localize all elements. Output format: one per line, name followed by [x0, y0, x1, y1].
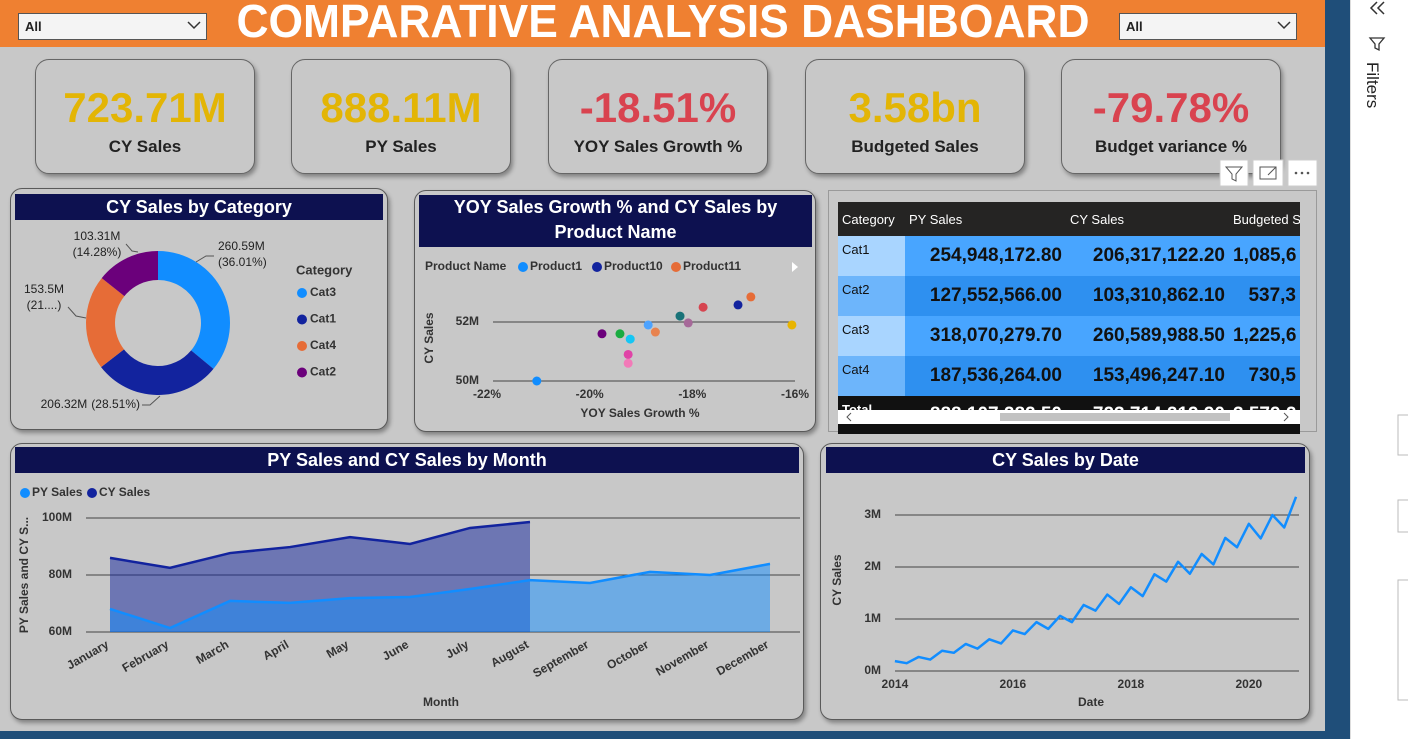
- table-cell: 153,496,247.10: [1066, 356, 1229, 396]
- table-cell: 103,310,862.10: [1066, 276, 1229, 316]
- table-cell: 1,225,6: [1229, 316, 1300, 356]
- kpi-value: 3.58bn: [848, 84, 982, 131]
- canvas-border: [0, 731, 1325, 739]
- filters-pane: [1350, 0, 1408, 739]
- total-label: Total: [838, 396, 905, 434]
- category-cell: Cat1: [838, 236, 905, 276]
- slicer-dropdown[interactable]: All: [18, 13, 207, 40]
- kpi-label: YOY Sales Growth %: [573, 137, 743, 156]
- chart-title: CY Sales by Date: [826, 447, 1305, 473]
- card: [820, 443, 1310, 720]
- chart-title: YOY Sales Growth % and CY Sales by Produ…: [419, 195, 812, 247]
- filters-label[interactable]: Filters: [1363, 62, 1382, 109]
- kpi-card: 3.58bn Budgeted Sales: [805, 59, 1025, 174]
- category-cell: Cat2: [838, 276, 905, 316]
- total-cell: 3,579,2: [1229, 396, 1300, 434]
- table-row: Cat1 254,948,172.80 206,317,122.20 1,085,6: [838, 236, 1300, 276]
- column-header: Category: [838, 202, 905, 236]
- column-header: PY Sales: [905, 202, 1066, 236]
- table-row: Cat3 318,070,279.70 260,589,988.50 1,225,6: [838, 316, 1300, 356]
- dot: [1294, 171, 1298, 175]
- kpi-value: -79.78%: [1092, 84, 1250, 131]
- kpi-card: -18.51% YOY Sales Growth %: [548, 59, 768, 174]
- table-cell: 187,536,264.00: [905, 356, 1066, 396]
- table-row: Cat2 127,552,566.00 103,310,862.10 537,3: [838, 276, 1300, 316]
- header-bar: [0, 0, 1325, 47]
- kpi-card: -79.78% Budget variance %: [1061, 59, 1281, 174]
- chart-title: CY Sales by Category: [15, 194, 383, 220]
- total-cell: 723,714,219.90: [1066, 396, 1229, 434]
- table-cell: 127,552,566.00: [905, 276, 1066, 316]
- table-cell: 206,317,122.20: [1066, 236, 1229, 276]
- table-cell: 254,948,172.80: [905, 236, 1066, 276]
- column-header: Budgeted Sa: [1229, 202, 1300, 236]
- more-button[interactable]: [1287, 159, 1318, 187]
- table-cell: 260,589,988.50: [1066, 316, 1229, 356]
- slicer-dropdown[interactable]: All: [1119, 13, 1297, 40]
- card: [10, 443, 804, 720]
- kpi-value: -18.51%: [579, 84, 737, 131]
- category-cell: Cat3: [838, 316, 905, 356]
- kpi-card: 723.71M CY Sales: [35, 59, 255, 174]
- canvas-border: [1325, 0, 1350, 739]
- kpi-label: Budget variance %: [1094, 137, 1248, 156]
- total-cell: 888,107,282.50: [905, 396, 1066, 434]
- table-row: Cat4 187,536,264.00 153,496,247.10 730,5: [838, 356, 1300, 396]
- table-cell: 318,070,279.70: [905, 316, 1066, 356]
- dot: [1300, 171, 1304, 175]
- table-cell: 730,5: [1229, 356, 1300, 396]
- table-cell: 537,3: [1229, 276, 1300, 316]
- category-cell: Cat4: [838, 356, 905, 396]
- dot: [1306, 171, 1310, 175]
- kpi-label: PY Sales: [365, 137, 437, 156]
- kpi-value: 888.11M: [320, 84, 482, 131]
- kpi-label: CY Sales: [108, 137, 182, 156]
- total-row: Total 888,107,282.50 723,714,219.90 3,579,2: [838, 396, 1300, 434]
- kpi-value: 723.71M: [63, 84, 227, 131]
- chart-title: PY Sales and CY Sales by Month: [15, 447, 799, 473]
- table-cell: 1,085,6: [1229, 236, 1300, 276]
- kpi-label: Budgeted Sales: [851, 137, 979, 156]
- kpi-card: 888.11M PY Sales: [291, 59, 511, 174]
- card: [10, 188, 388, 430]
- column-header: CY Sales: [1066, 202, 1229, 236]
